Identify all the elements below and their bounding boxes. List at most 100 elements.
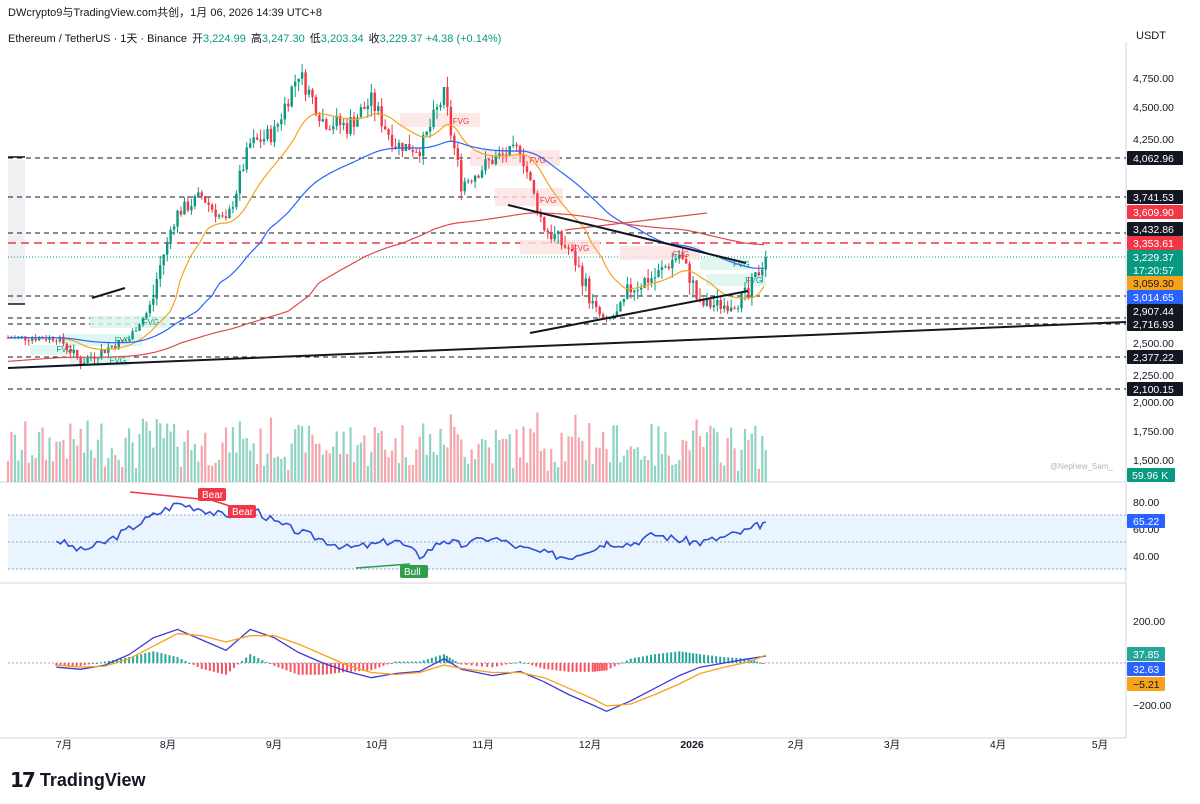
macd-histogram-bar — [406, 661, 409, 663]
volume-bar — [148, 430, 151, 482]
symbol-name[interactable]: Ethereum / TetherUS · 1天 · Binance — [8, 33, 187, 45]
volume-bar — [107, 458, 110, 482]
volume-bar — [557, 467, 560, 482]
volume-bar — [487, 447, 491, 482]
time-axis-tick: 9月 — [266, 739, 282, 751]
price-label-box — [1127, 263, 1183, 277]
volume-bar — [17, 460, 20, 482]
macd-value: 37.85 — [1133, 649, 1159, 661]
volume-bar — [138, 434, 141, 482]
candle-body — [328, 128, 331, 130]
volume-bar — [432, 451, 435, 482]
macd-histogram-bar — [277, 663, 280, 668]
volume-bar — [179, 466, 183, 482]
candle-body — [743, 287, 747, 293]
volume-bar — [553, 461, 556, 482]
candle-body — [494, 156, 498, 164]
candle-body — [619, 302, 622, 312]
macd-histogram-bar — [579, 663, 582, 672]
tradingview-logo[interactable]: 17 TradingView — [10, 768, 146, 792]
volume-bar — [172, 423, 176, 482]
macd-histogram-bar — [645, 655, 648, 663]
volume-bar — [529, 428, 532, 482]
macd-histogram-bar — [168, 655, 171, 663]
candle-body — [681, 254, 684, 260]
macd-histogram-bar — [438, 655, 441, 663]
volume-bar — [287, 469, 290, 482]
volume-bar — [259, 428, 262, 482]
volume-bar — [280, 458, 283, 482]
macd-histogram-bar — [666, 652, 669, 663]
volume-bar — [44, 459, 48, 482]
macd-histogram-bar — [753, 660, 756, 663]
price-label: 3,229.37 — [1133, 252, 1174, 264]
candle-body — [411, 150, 415, 152]
macd-histogram-bar — [366, 663, 369, 671]
macd-histogram-bar — [505, 663, 508, 665]
candle-body — [487, 159, 491, 161]
volume-bar — [34, 458, 37, 482]
fvg-label: FVG — [110, 356, 126, 365]
candle-body — [245, 147, 248, 170]
time-axis-tick: 12月 — [579, 739, 601, 751]
volume-bar — [65, 458, 68, 482]
volume-bar — [110, 448, 113, 482]
volume-bar — [515, 429, 518, 482]
macd-histogram-bar — [128, 657, 131, 663]
macd-histogram-bar — [257, 658, 260, 663]
macd-histogram-bar — [265, 662, 268, 664]
macd-histogram-bar — [475, 663, 478, 666]
volume-bar — [435, 454, 439, 482]
currency-label[interactable]: USDT — [1136, 30, 1166, 42]
volume-bar — [550, 448, 553, 482]
volume-bar — [238, 421, 241, 482]
volume-bar — [245, 437, 248, 482]
candle-body — [750, 277, 754, 298]
candle-body — [439, 104, 442, 108]
candle-body — [172, 226, 176, 230]
candle-body — [252, 137, 255, 144]
candle-body — [415, 151, 418, 153]
volume-bar — [321, 454, 324, 482]
macd-histogram-bar — [99, 662, 102, 664]
fvg-label: FVG — [573, 244, 589, 253]
volume-bar — [463, 457, 466, 482]
volume-bar — [58, 441, 61, 482]
macd-histogram-bar — [237, 663, 240, 665]
macd-histogram-bar — [317, 663, 320, 675]
macd-histogram-bar — [386, 663, 389, 665]
time-axis-tick: 2月 — [788, 739, 804, 751]
candle-body — [141, 318, 145, 325]
macd-histogram-bar — [723, 657, 726, 663]
macd-histogram-bar — [192, 663, 195, 665]
volume-bar — [204, 432, 207, 482]
candle-body — [307, 89, 311, 95]
macd-histogram-bar — [59, 663, 62, 666]
candle-body — [460, 159, 463, 192]
volume-bar — [754, 425, 757, 482]
candle-body — [55, 340, 58, 342]
candle-body — [207, 202, 210, 205]
volume-bar — [145, 421, 148, 482]
macd-histogram-bar — [514, 662, 517, 664]
macd-histogram-bar — [261, 660, 264, 663]
volume-bar — [394, 438, 397, 482]
price-label: 2,716.93 — [1133, 319, 1174, 331]
macd-histogram-bar — [567, 663, 570, 672]
volume-bar — [425, 454, 428, 482]
candle-body — [273, 126, 276, 143]
candle-body — [280, 119, 283, 125]
candle-body — [532, 180, 536, 194]
volume-bar — [691, 430, 695, 482]
macd-histogram-bar — [55, 663, 58, 666]
volume-bar — [262, 465, 266, 482]
macd-histogram-bar — [216, 663, 219, 673]
macd-histogram-bar — [649, 654, 652, 663]
price-axis-tick: 2,250.00 — [1133, 370, 1174, 382]
macd-histogram-bar — [132, 656, 135, 663]
price-label: 2,100.15 — [1133, 384, 1174, 396]
fvg-zone — [400, 113, 480, 127]
candle-body — [556, 231, 560, 235]
fvg-label: FVG — [453, 117, 469, 126]
